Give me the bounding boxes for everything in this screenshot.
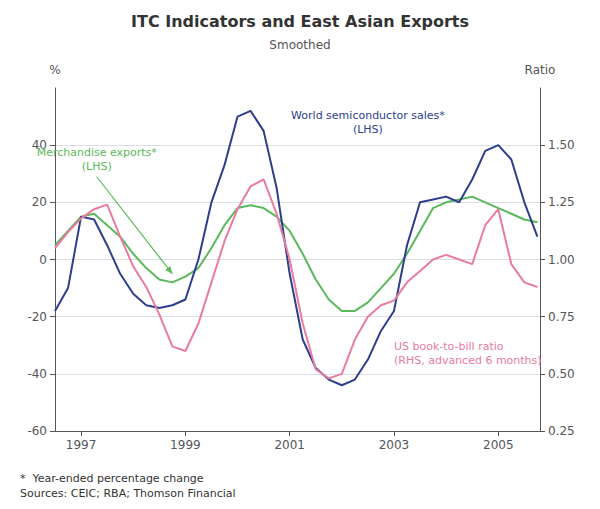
- svg-text:-40: -40: [27, 367, 47, 381]
- svg-text:%: %: [49, 63, 60, 77]
- svg-text:2005: 2005: [483, 438, 514, 452]
- svg-text:20: 20: [32, 195, 47, 209]
- svg-text:Merchandise exports*: Merchandise exports*: [37, 146, 158, 159]
- svg-text:World semiconductor sales*: World semiconductor sales*: [291, 109, 445, 122]
- svg-text:40: 40: [31, 138, 47, 153]
- svg-text:0.50: 0.50: [548, 367, 575, 381]
- svg-text:Sources: CEIC; RBA; Thomson Fi: Sources: CEIC; RBA; Thomson Financial: [20, 487, 236, 500]
- svg-text:ITC Indicators and East Asian: ITC Indicators and East Asian Exports: [131, 12, 469, 31]
- svg-text:* Year-ended percentage chang: * Year-ended percentage change: [20, 472, 204, 485]
- svg-text:(LHS): (LHS): [82, 160, 112, 173]
- svg-text:0.25: 0.25: [548, 424, 575, 438]
- svg-text:1.50: 1.50: [548, 138, 575, 152]
- svg-text:1.25: 1.25: [548, 195, 575, 209]
- svg-text:0.75: 0.75: [548, 310, 575, 324]
- svg-text:1997: 1997: [66, 438, 97, 452]
- svg-text:-20: -20: [27, 310, 47, 324]
- svg-text:Smoothed: Smoothed: [269, 38, 330, 52]
- svg-text:(RHS, advanced 6 months): (RHS, advanced 6 months): [394, 354, 542, 367]
- svg-text:1999: 1999: [170, 438, 201, 452]
- svg-text:Ratio: Ratio: [525, 63, 556, 77]
- svg-text:1.00: 1.00: [548, 253, 575, 267]
- svg-text:US book-to-bill ratio: US book-to-bill ratio: [394, 340, 504, 353]
- svg-text:(LHS): (LHS): [353, 123, 383, 136]
- svg-text:0: 0: [39, 253, 47, 267]
- svg-text:-60: -60: [27, 424, 47, 438]
- svg-text:2003: 2003: [379, 438, 410, 452]
- svg-text:2001: 2001: [274, 438, 305, 452]
